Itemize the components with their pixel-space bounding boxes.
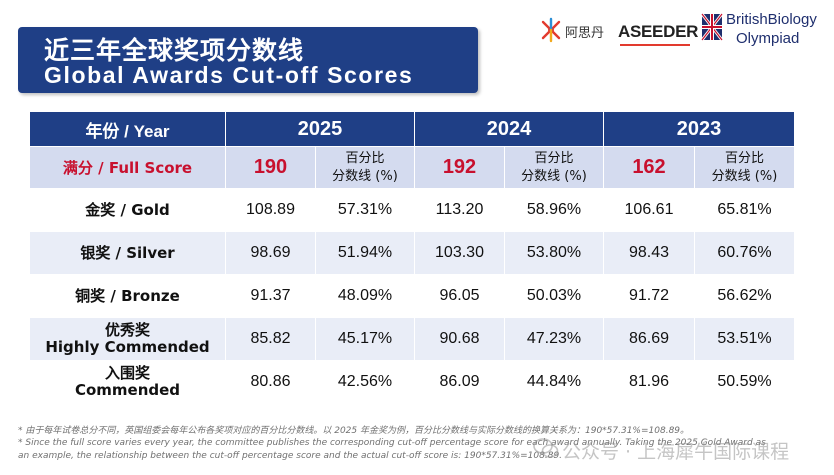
table-cell: 91.72: [604, 275, 695, 318]
award-label-gold: 金奖 / Gold: [30, 189, 226, 232]
award-label-silver: 银奖 / Silver: [30, 232, 226, 275]
table-cell: 48.09%: [316, 275, 415, 318]
table-cell: 103.30: [415, 232, 505, 275]
full-score-2025: 190: [226, 147, 316, 189]
year-header-2025: 2025: [226, 112, 415, 147]
award-label-commended: 入围奖 Commended: [30, 361, 226, 404]
table-cell: 47.23%: [505, 318, 604, 361]
aseeder-logo-text: ASEEDER: [618, 22, 699, 41]
watermark-text: 公众号 · 上海犀牛国际课程: [562, 441, 790, 463]
title-banner: 近三年全球奖项分数线 Global Awards Cut-off Scores: [18, 27, 478, 93]
table-row-gold: 金奖 / Gold 108.89 57.31% 113.20 58.96% 10…: [30, 189, 794, 232]
year-column-header: 年份 / Year: [30, 112, 226, 147]
footnote-english-line2: an example, the relationship between the…: [18, 451, 563, 461]
table-cell: 50.03%: [505, 275, 604, 318]
table-cell: 58.96%: [505, 189, 604, 232]
table-cell: 86.09: [415, 361, 505, 404]
table-cell: 53.51%: [695, 318, 794, 361]
table-cell: 60.76%: [695, 232, 794, 275]
wechat-watermark-icon: [533, 438, 559, 458]
table-cell: 80.86: [226, 361, 316, 404]
table-cell: 44.84%: [505, 361, 604, 404]
table-cell: 90.68: [415, 318, 505, 361]
table-row-bronze: 铜奖 / Bronze 91.37 48.09% 96.05 50.03% 91…: [30, 275, 794, 318]
year-header-2023: 2023: [604, 112, 794, 147]
award-label-highly-commended: 优秀奖 Highly Commended: [30, 318, 226, 361]
full-score-row: 满分 / Full Score 190 百分比 分数线 (%) 192 百分比 分数…: [30, 147, 794, 189]
bbo-logo-icon: [700, 13, 724, 41]
table-cell: 50.59%: [695, 361, 794, 404]
table-cell: 91.37: [226, 275, 316, 318]
footnote-chinese: * 由于每年试卷总分不同，英国组委会每年公布各奖项对应的百分比分数线。以 202…: [18, 426, 690, 436]
table-cell: 96.05: [415, 275, 505, 318]
full-score-2023: 162: [604, 147, 695, 189]
bbo-logo-line1: BritishBiology: [726, 11, 817, 28]
bbo-logo-line2: Olympiad: [736, 30, 800, 47]
table-row-highly-commended: 优秀奖 Highly Commended 85.82 45.17% 90.68 4…: [30, 318, 794, 361]
table-row-commended: 入围奖 Commended 80.86 42.56% 86.09 44.84% 8…: [30, 361, 794, 404]
table-cell: 108.89: [226, 189, 316, 232]
logo-bar: 阿思丹 ASEEDER BritishBiology Olympiad: [540, 6, 830, 56]
table-cell: 98.43: [604, 232, 695, 275]
percentage-label-2024: 百分比 分数线 (%): [505, 147, 604, 189]
full-score-2024: 192: [415, 147, 505, 189]
table-cell: 85.82: [226, 318, 316, 361]
table-row-silver: 银奖 / Silver 98.69 51.94% 103.30 53.80% 9…: [30, 232, 794, 275]
table-cell: 65.81%: [695, 189, 794, 232]
cutoff-scores-table: 年份 / Year 2025 2024 2023 满分 / Full Score…: [30, 112, 794, 404]
percentage-label-2023: 百分比 分数线 (%): [695, 147, 794, 189]
ident-logo-text: 阿思丹: [565, 26, 605, 41]
ident-logo-icon: [541, 17, 561, 43]
title-chinese: 近三年全球奖项分数线: [44, 36, 305, 65]
full-score-label: 满分 / Full Score: [30, 147, 226, 189]
table-cell: 53.80%: [505, 232, 604, 275]
table-cell: 57.31%: [316, 189, 415, 232]
aseeder-underline: [620, 44, 690, 46]
table-cell: 106.61: [604, 189, 695, 232]
year-header-2024: 2024: [415, 112, 604, 147]
table-cell: 86.69: [604, 318, 695, 361]
table-cell: 81.96: [604, 361, 695, 404]
header-row: 年份 / Year 2025 2024 2023: [30, 112, 794, 147]
table-cell: 45.17%: [316, 318, 415, 361]
award-label-bronze: 铜奖 / Bronze: [30, 275, 226, 318]
table-cell: 56.62%: [695, 275, 794, 318]
table-cell: 98.69: [226, 232, 316, 275]
table-cell: 42.56%: [316, 361, 415, 404]
footnote-english-line1: * Since the full score varies every year…: [18, 438, 766, 448]
table-cell: 113.20: [415, 189, 505, 232]
percentage-label-2025: 百分比 分数线 (%): [316, 147, 415, 189]
table-cell: 51.94%: [316, 232, 415, 275]
title-english: Global Awards Cut-off Scores: [44, 62, 414, 88]
